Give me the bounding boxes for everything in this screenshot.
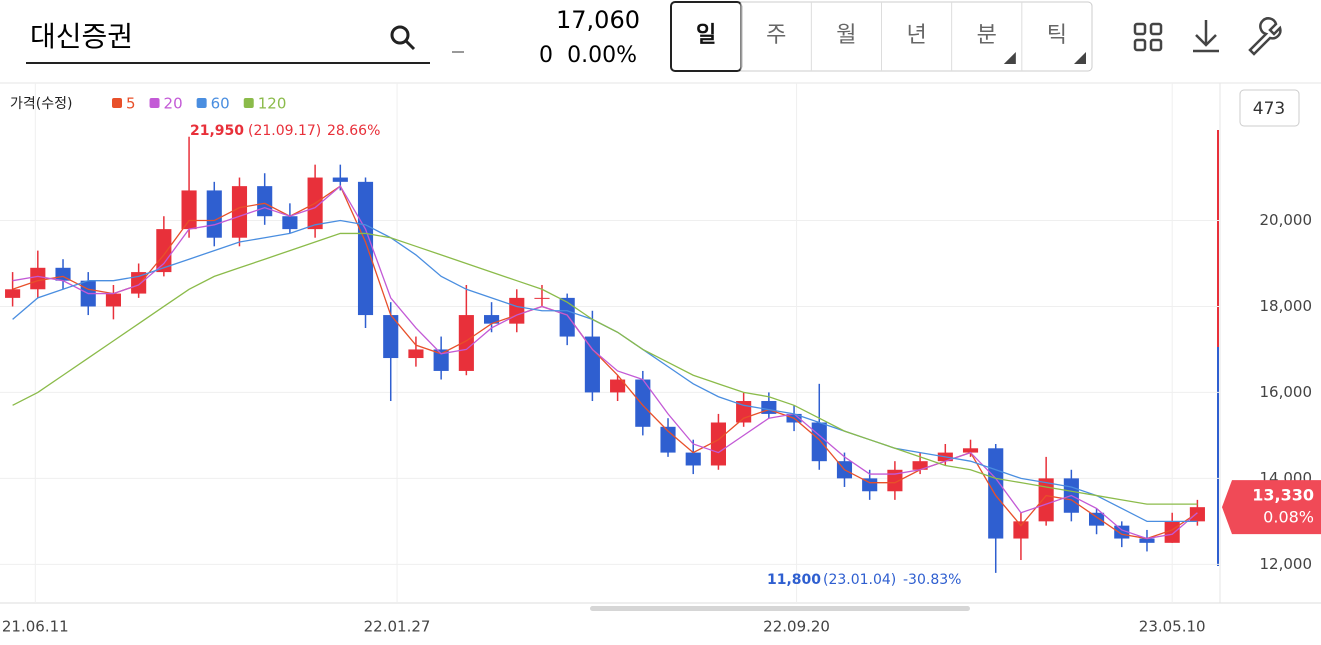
candle-body bbox=[685, 452, 701, 466]
legend-swatch bbox=[112, 98, 122, 108]
candle-body bbox=[559, 297, 575, 337]
candle-body bbox=[1013, 521, 1029, 539]
legend-label: 20 bbox=[164, 95, 183, 113]
candle-body bbox=[5, 289, 21, 298]
candle-body bbox=[862, 478, 878, 492]
x-tick-label: 22.01.27 bbox=[364, 618, 431, 636]
tab-corner bbox=[1003, 52, 1016, 64]
legend-label: 60 bbox=[211, 95, 230, 113]
candle-body bbox=[332, 177, 348, 182]
ma-line bbox=[12, 185, 1198, 540]
last-price-tag bbox=[1222, 480, 1321, 535]
candle-body bbox=[534, 297, 550, 299]
tab[interactable]: 일 bbox=[696, 23, 716, 48]
x-tick-label: 22.09.20 bbox=[763, 618, 830, 636]
change-pct: 0.00% bbox=[567, 43, 637, 68]
badge-text: 473 bbox=[1253, 99, 1285, 119]
candle-body bbox=[710, 422, 726, 466]
scrollbar[interactable] bbox=[590, 606, 970, 611]
candle-body bbox=[635, 379, 651, 427]
candle-body bbox=[458, 315, 474, 371]
tab[interactable]: 주 bbox=[766, 23, 786, 48]
candle-body bbox=[509, 297, 525, 324]
tab[interactable]: 월 bbox=[836, 23, 856, 48]
candle-body bbox=[131, 272, 147, 294]
candle-body bbox=[1189, 507, 1205, 522]
candle-body bbox=[988, 448, 1004, 539]
candle-body bbox=[1089, 512, 1105, 526]
candle-body bbox=[736, 401, 752, 423]
candle-body bbox=[887, 469, 903, 492]
candle-body bbox=[282, 216, 298, 230]
last-change: 0.08% bbox=[1263, 508, 1314, 527]
candle-body bbox=[105, 293, 121, 307]
candle-body bbox=[484, 315, 500, 324]
min-date: (23.01.04) bbox=[823, 572, 896, 588]
legend-title: 가격(수정) bbox=[10, 96, 72, 112]
price: 17,060 bbox=[556, 6, 640, 34]
tab[interactable]: 분 bbox=[977, 23, 997, 48]
candle-body bbox=[433, 349, 449, 371]
count-badge[interactable] bbox=[1239, 89, 1300, 127]
search-text[interactable]: 대신증권 bbox=[30, 20, 133, 53]
x-tick-label: 21.06.11 bbox=[2, 618, 69, 636]
tab[interactable]: 년 bbox=[906, 23, 926, 48]
candle-body bbox=[610, 379, 626, 393]
download-icon[interactable] bbox=[1193, 20, 1219, 53]
max-value: 21,950 bbox=[190, 123, 244, 139]
change: 0 bbox=[539, 43, 553, 68]
ma-line bbox=[12, 219, 1198, 522]
ma-line bbox=[12, 232, 1198, 505]
candle-body bbox=[30, 267, 46, 290]
candle-body bbox=[912, 461, 928, 470]
y-tick-label: 20,000 bbox=[1260, 211, 1313, 229]
min-value: 11,800 bbox=[767, 572, 821, 588]
y-tick-label: 18,000 bbox=[1260, 297, 1313, 315]
candle-body bbox=[408, 349, 424, 359]
candle-body bbox=[357, 181, 374, 316]
candle-body bbox=[181, 190, 197, 230]
max-change: 28.66% bbox=[327, 123, 380, 139]
candle-body bbox=[811, 422, 827, 462]
legend-swatch bbox=[149, 98, 160, 108]
last-price: 13,330 bbox=[1252, 486, 1314, 505]
legend-swatch bbox=[243, 98, 254, 108]
legend-label: 120 bbox=[258, 95, 287, 113]
y-tick-label: 16,000 bbox=[1260, 383, 1313, 401]
legend-swatch bbox=[196, 98, 207, 108]
grid-icon[interactable] bbox=[1133, 22, 1163, 52]
candle-body bbox=[206, 190, 222, 238]
y-tick-label: 12,000 bbox=[1260, 555, 1313, 573]
settings-icon[interactable] bbox=[1248, 17, 1282, 56]
candle-body bbox=[1038, 478, 1054, 522]
x-tick-label: 23.05.10 bbox=[1139, 618, 1206, 636]
candle-body bbox=[584, 336, 600, 393]
legend-label: 5 bbox=[126, 95, 136, 113]
candle-body bbox=[257, 186, 273, 217]
tab[interactable]: 틱 bbox=[1047, 23, 1067, 48]
min-change: -30.83% bbox=[903, 572, 961, 588]
candle-body bbox=[660, 426, 676, 453]
candle-body bbox=[962, 448, 979, 453]
max-date: (21.09.17) bbox=[248, 123, 321, 139]
ma-line bbox=[12, 185, 1198, 540]
tab-corner bbox=[1074, 52, 1086, 64]
candle-body bbox=[1139, 538, 1155, 543]
candle-body bbox=[156, 229, 172, 273]
candle-body bbox=[383, 315, 399, 359]
candle-body bbox=[231, 186, 248, 238]
search-icon[interactable] bbox=[390, 25, 416, 51]
